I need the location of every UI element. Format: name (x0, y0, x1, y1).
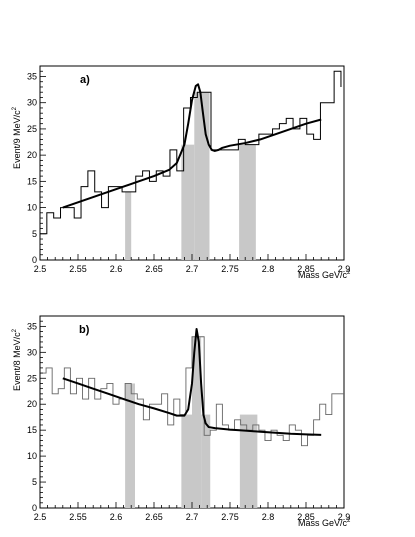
x-tick-label: 2.65 (145, 512, 163, 522)
shaded-bin (125, 383, 135, 508)
shaded-bin (181, 144, 195, 260)
panel-label: b) (79, 324, 90, 336)
y-tick-label: 10 (27, 451, 37, 461)
y-tick-label: 25 (27, 373, 37, 383)
x-tick-label: 2.6 (110, 264, 123, 274)
y-tick-label: 0 (32, 255, 37, 265)
x-tick-label: 2.8 (262, 264, 275, 274)
x-tick-label: 2.7 (186, 264, 199, 274)
shaded-bins-layer (125, 336, 258, 508)
fit-curve (62, 83, 322, 209)
x-tick-label: 2.7 (186, 512, 199, 522)
shaded-bin (125, 191, 132, 260)
ticks-layer: 2.5 2.55 2.6 2.65 2.7 2.75 2.8 2.85 2.9 0 5 10 15 20 2… (27, 65, 351, 274)
fit-curve-layer (62, 83, 322, 209)
x-axis-title: Mass GeV/c2 (298, 270, 351, 280)
x-tick-label: 2.75 (221, 512, 239, 522)
x-tick-label: 2.75 (221, 264, 239, 274)
ticks-layer: 2.5 2.55 2.6 2.65 2.7 2.75 2.8 2.85 2.9 0 5 10 15 20 2… (27, 315, 351, 522)
y-tick-label: 5 (32, 477, 37, 487)
x-axis-title: Mass GeV/c2 (298, 518, 351, 528)
y-axis-title: Event/8 MeV/c2 (12, 328, 22, 391)
x-tick-label: 2.55 (69, 512, 87, 522)
shaded-bin (181, 414, 192, 508)
y-tick-label: 5 (32, 229, 37, 239)
y-axis-title: Event/9 MeV/c2 (12, 106, 22, 169)
shaded-bin (201, 414, 211, 508)
shaded-bin (192, 336, 202, 508)
fit-curve-layer (62, 327, 322, 436)
y-tick-label: 20 (27, 399, 37, 409)
shaded-bins-layer (125, 92, 256, 260)
y-tick-label: 30 (27, 347, 37, 357)
y-tick-label: 15 (27, 425, 37, 435)
y-tick-label: 25 (27, 124, 37, 134)
histogram-panel-b: 2.5 2.55 2.6 2.65 2.7 2.75 2.8 2.85 2.9 0 5 10 15 20 2… (12, 315, 351, 528)
y-tick-label: 30 (27, 98, 37, 108)
shaded-bin (194, 92, 210, 260)
x-tick-label: 2.85 (297, 512, 315, 522)
x-tick-label: 2.65 (145, 264, 163, 274)
y-tick-label: 0 (32, 503, 37, 513)
x-tick-label: 2.6 (110, 512, 123, 522)
y-tick-label: 35 (27, 321, 37, 331)
histogram-panel-a: 2.5 2.55 2.6 2.65 2.7 2.75 2.8 2.85 2.9 0 5 10 15 20 2… (12, 65, 351, 280)
histogram-outline (40, 336, 344, 447)
shaded-bin (239, 414, 258, 508)
panel-label: a) (80, 74, 90, 86)
x-tick-label: 2.85 (297, 264, 315, 274)
y-tick-label: 10 (27, 203, 37, 213)
x-tick-label: 2.8 (262, 512, 275, 522)
fit-curve (62, 327, 322, 436)
x-tick-label: 2.9 (338, 512, 351, 522)
x-tick-label: 2.5 (34, 512, 47, 522)
shaded-bin (239, 144, 256, 260)
y-tick-label: 15 (27, 176, 37, 186)
y-tick-label: 20 (27, 150, 37, 160)
x-tick-label: 2.5 (34, 264, 47, 274)
y-tick-label: 35 (27, 71, 37, 81)
histogram-layer (40, 336, 344, 447)
x-tick-label: 2.9 (338, 264, 351, 274)
x-tick-label: 2.55 (69, 264, 87, 274)
